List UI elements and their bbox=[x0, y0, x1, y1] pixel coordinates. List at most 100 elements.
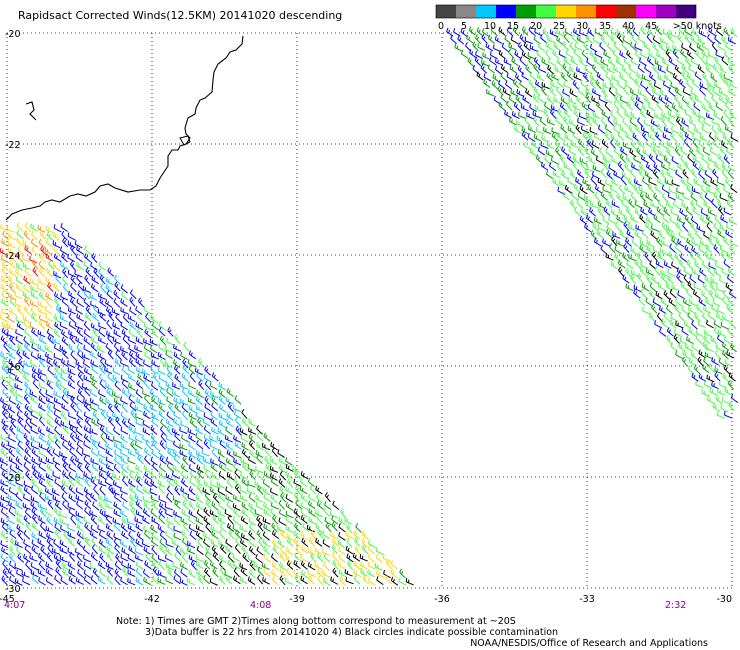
wind-barb bbox=[694, 49, 702, 60]
wind-barb bbox=[150, 470, 158, 480]
wind-barb bbox=[724, 125, 733, 134]
wind-barb bbox=[710, 231, 718, 240]
wind-barb bbox=[662, 213, 670, 224]
wind-barb bbox=[98, 389, 106, 398]
wind-barb bbox=[67, 269, 76, 278]
lat-label: -20 bbox=[5, 29, 21, 40]
wind-barb bbox=[713, 81, 722, 90]
wind-barb bbox=[337, 560, 345, 570]
wind-barb bbox=[573, 48, 581, 59]
wind-barb bbox=[541, 57, 550, 67]
wind-barb bbox=[151, 412, 160, 421]
wind-barb bbox=[134, 554, 144, 562]
wind-barb bbox=[703, 334, 711, 345]
wind-barb bbox=[278, 464, 287, 474]
wind-barb bbox=[566, 154, 574, 164]
wind-barb bbox=[642, 148, 651, 157]
wind-barb bbox=[676, 56, 684, 66]
wind-barb bbox=[89, 388, 98, 398]
wind-barb bbox=[134, 547, 143, 556]
wind-barb bbox=[536, 50, 544, 60]
wind-barb bbox=[165, 443, 174, 451]
wind-barb bbox=[183, 341, 190, 352]
wind-barb bbox=[83, 367, 92, 376]
wind-barb bbox=[38, 478, 47, 488]
wind-barb bbox=[603, 27, 611, 38]
wind-barb bbox=[271, 569, 279, 578]
wind-barb bbox=[204, 380, 212, 391]
wind-barb bbox=[151, 328, 159, 338]
wind-barb bbox=[670, 131, 677, 142]
wind-barb bbox=[23, 360, 32, 368]
wind-barb bbox=[720, 214, 728, 224]
wind-barb bbox=[468, 26, 476, 36]
wind-barb bbox=[180, 351, 189, 360]
wind-barb bbox=[248, 538, 257, 548]
legend-label: 0 bbox=[438, 21, 444, 32]
wind-barb bbox=[1, 575, 8, 586]
wind-barb bbox=[646, 56, 654, 66]
wind-barb bbox=[600, 63, 608, 74]
wind-barb bbox=[68, 313, 76, 323]
wind-barb bbox=[390, 576, 399, 586]
wind-barb bbox=[32, 470, 39, 480]
wind-barb bbox=[686, 50, 695, 60]
wind-barb bbox=[53, 253, 62, 262]
wind-barb bbox=[315, 509, 324, 518]
wind-barb bbox=[656, 236, 663, 247]
wind-barb bbox=[52, 448, 60, 458]
wind-barb bbox=[14, 299, 23, 308]
wind-barb bbox=[23, 514, 31, 525]
wind-barb bbox=[61, 561, 69, 571]
wind-barb bbox=[690, 168, 698, 179]
wind-barb bbox=[528, 125, 537, 134]
wind-barb bbox=[263, 545, 271, 555]
wind-barb bbox=[38, 577, 46, 586]
wind-barb bbox=[24, 381, 32, 391]
wind-barb bbox=[595, 155, 604, 165]
wind-barb bbox=[105, 502, 114, 510]
wind-barb bbox=[25, 440, 32, 451]
wind-barb bbox=[143, 546, 151, 555]
wind-barb bbox=[721, 35, 729, 45]
wind-barb bbox=[53, 343, 62, 353]
wind-barb bbox=[7, 240, 16, 249]
wind-barb bbox=[675, 350, 683, 360]
wind-barb bbox=[233, 450, 242, 459]
wind-barb bbox=[668, 297, 676, 307]
wind-barb bbox=[60, 358, 69, 367]
wind-barb bbox=[663, 312, 671, 322]
wind-barb bbox=[202, 418, 211, 427]
wind-barb bbox=[37, 373, 45, 383]
wind-barb bbox=[611, 200, 620, 209]
wind-barb bbox=[721, 341, 730, 351]
wind-barb bbox=[104, 478, 113, 487]
wind-barb bbox=[664, 178, 673, 186]
wind-barb bbox=[385, 558, 392, 569]
wind-barb bbox=[604, 95, 613, 104]
wind-barb bbox=[55, 380, 62, 391]
wind-barb bbox=[166, 411, 174, 421]
wind-barb bbox=[307, 477, 315, 488]
wind-barb bbox=[93, 267, 100, 278]
wind-barb bbox=[23, 455, 32, 465]
wind-barb bbox=[32, 266, 39, 277]
wind-barb bbox=[39, 253, 46, 263]
wind-barb bbox=[52, 262, 61, 271]
wind-barb bbox=[693, 282, 702, 291]
wind-barb bbox=[122, 313, 130, 324]
wind-barb bbox=[89, 293, 98, 301]
wind-barb bbox=[63, 283, 70, 294]
wind-barb bbox=[24, 245, 32, 255]
wind-barb bbox=[714, 134, 723, 143]
wind-barb bbox=[17, 530, 24, 541]
wind-barb bbox=[614, 93, 621, 104]
wind-barb bbox=[667, 33, 675, 44]
wind-barb bbox=[1, 364, 9, 374]
wind-barb bbox=[107, 372, 115, 383]
wind-barb bbox=[635, 95, 644, 104]
wind-barb bbox=[668, 164, 677, 172]
wind-barb bbox=[3, 342, 10, 352]
wind-barb bbox=[60, 223, 68, 232]
wind-barb bbox=[285, 456, 293, 466]
